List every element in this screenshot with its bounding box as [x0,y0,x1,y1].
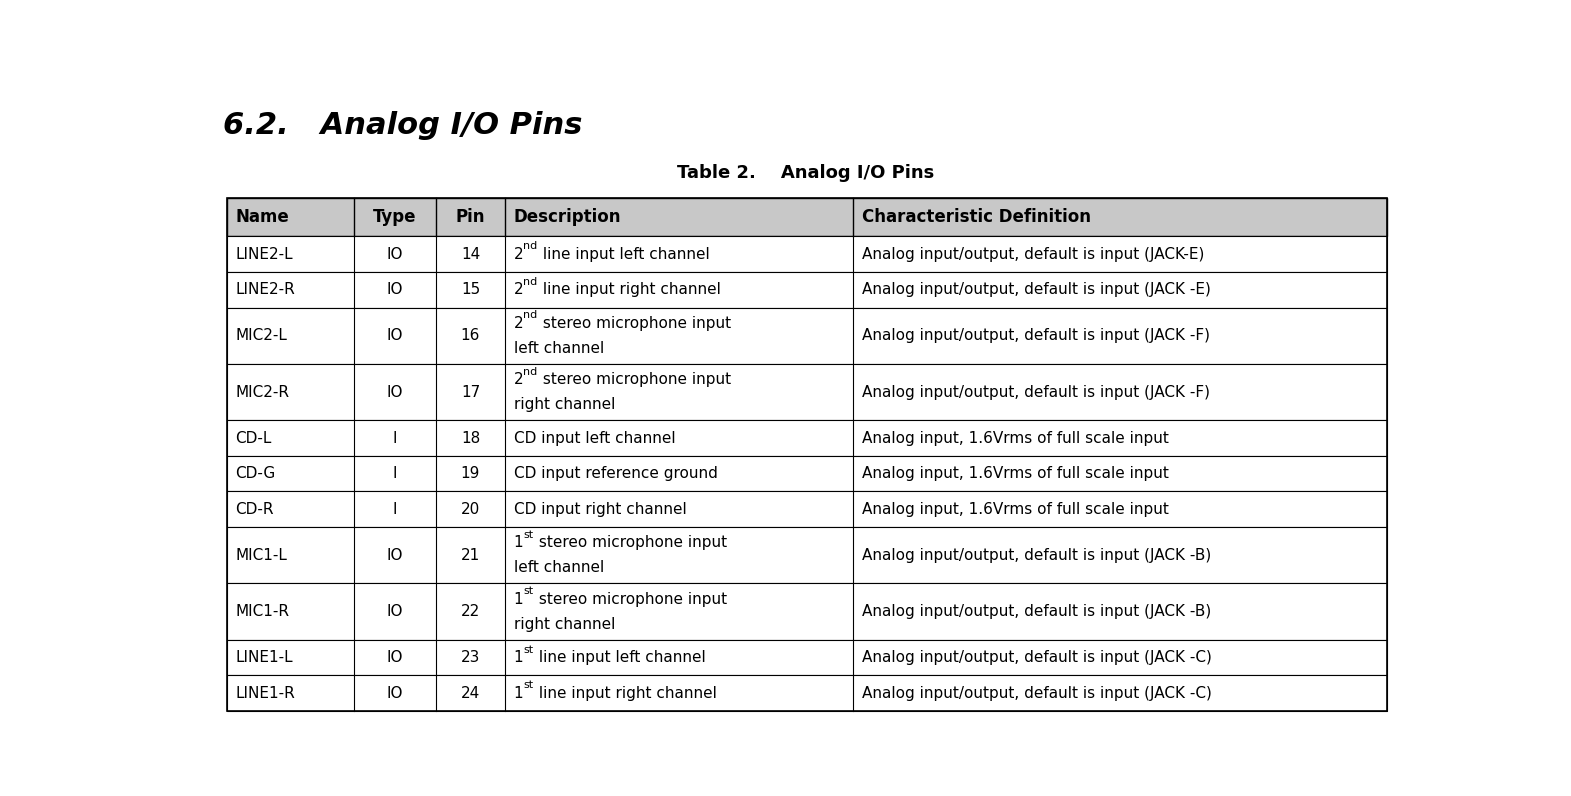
Text: I: I [393,431,397,446]
Bar [226,640,1387,675]
Text: line input right channel: line input right channel [534,685,716,700]
Text: 2: 2 [514,247,523,262]
Text: CD-L: CD-L [236,431,272,446]
Text: Analog input/output, default is input (JACK -F): Analog input/output, default is input (J… [862,384,1210,400]
Text: 1: 1 [514,650,523,665]
Text: Name: Name [236,209,289,227]
Text: st: st [523,680,534,690]
Text: stereo microphone input: stereo microphone input [537,373,731,388]
Text: right channel: right channel [514,397,616,412]
Text: MIC2-L: MIC2-L [236,328,287,343]
Bar [226,198,1387,711]
Text: Pin: Pin [456,209,485,227]
Text: 21: 21 [460,548,481,563]
Text: IO: IO [386,685,404,700]
Text: LINE2-R: LINE2-R [236,283,295,298]
Text: Table 2.    Analog I/O Pins: Table 2. Analog I/O Pins [677,164,933,182]
Text: CD input left channel: CD input left channel [514,431,676,446]
Text: LINE2-L: LINE2-L [236,247,292,262]
Text: 22: 22 [460,604,481,619]
Text: 23: 23 [460,650,481,665]
Bar [226,307,1387,364]
Text: line input left channel: line input left channel [537,247,710,262]
Text: nd: nd [523,310,537,321]
Text: CD-G: CD-G [236,466,275,482]
Text: Characteristic Definition: Characteristic Definition [862,209,1090,227]
Text: IO: IO [386,247,404,262]
Text: Analog input, 1.6Vrms of full scale input: Analog input, 1.6Vrms of full scale inpu… [862,501,1169,517]
Text: IO: IO [386,548,404,563]
Bar [226,364,1387,420]
Text: 14: 14 [460,247,481,262]
Text: 6.2.   Analog I/O Pins: 6.2. Analog I/O Pins [223,111,583,140]
Text: 2: 2 [514,283,523,298]
Text: 1: 1 [514,685,523,700]
Text: line input right channel: line input right channel [537,283,721,298]
Text: Analog input/output, default is input (JACK -E): Analog input/output, default is input (J… [862,283,1211,298]
Text: 16: 16 [460,328,481,343]
Text: 20: 20 [460,501,481,517]
Text: nd: nd [523,277,537,287]
Text: Analog input/output, default is input (JACK-E): Analog input/output, default is input (J… [862,247,1205,262]
Text: Analog input/output, default is input (JACK -F): Analog input/output, default is input (J… [862,328,1210,343]
Text: Analog input/output, default is input (JACK -C): Analog input/output, default is input (J… [862,685,1211,700]
Text: MIC1-R: MIC1-R [236,604,289,619]
Text: IO: IO [386,283,404,298]
Text: IO: IO [386,328,404,343]
Text: right channel: right channel [514,617,616,631]
Text: st: st [523,645,534,654]
Bar [226,527,1387,583]
Text: IO: IO [386,384,404,400]
Text: line input left channel: line input left channel [534,650,705,665]
Text: stereo microphone input: stereo microphone input [537,316,731,331]
Text: left channel: left channel [514,341,605,356]
Text: left channel: left channel [514,560,605,576]
Text: 1: 1 [514,591,523,607]
Text: MIC1-L: MIC1-L [236,548,287,563]
Bar [226,491,1387,527]
Text: CD input reference ground: CD input reference ground [514,466,718,482]
Text: 1: 1 [514,535,523,550]
Text: st: st [523,586,534,596]
Text: I: I [393,501,397,517]
Bar [226,583,1387,640]
Text: stereo microphone input: stereo microphone input [534,591,727,607]
Text: IO: IO [386,650,404,665]
Text: Analog input, 1.6Vrms of full scale input: Analog input, 1.6Vrms of full scale inpu… [862,431,1169,446]
Text: 2: 2 [514,316,523,331]
Text: 17: 17 [460,384,481,400]
Bar [226,272,1387,307]
Text: 2: 2 [514,373,523,388]
Text: Analog input/output, default is input (JACK -B): Analog input/output, default is input (J… [862,548,1211,563]
Text: 24: 24 [460,685,481,700]
Text: 15: 15 [460,283,481,298]
Text: CD input right channel: CD input right channel [514,501,687,517]
Bar [226,198,1387,236]
Text: CD-R: CD-R [236,501,273,517]
Text: stereo microphone input: stereo microphone input [534,535,727,550]
Text: LINE1-L: LINE1-L [236,650,292,665]
Text: Analog input, 1.6Vrms of full scale input: Analog input, 1.6Vrms of full scale inpu… [862,466,1169,482]
Text: Analog input/output, default is input (JACK -C): Analog input/output, default is input (J… [862,650,1211,665]
Text: nd: nd [523,367,537,377]
Text: Analog input/output, default is input (JACK -B): Analog input/output, default is input (J… [862,604,1211,619]
Bar [226,456,1387,491]
Text: MIC2-R: MIC2-R [236,384,289,400]
Text: Description: Description [514,209,621,227]
Text: 19: 19 [460,466,481,482]
Bar [226,675,1387,711]
Text: nd: nd [523,241,537,252]
Text: LINE1-R: LINE1-R [236,685,295,700]
Text: Type: Type [374,209,416,227]
Text: 18: 18 [460,431,481,446]
Text: IO: IO [386,604,404,619]
Bar [226,236,1387,272]
Bar [226,420,1387,456]
Text: st: st [523,530,534,540]
Text: I: I [393,466,397,482]
